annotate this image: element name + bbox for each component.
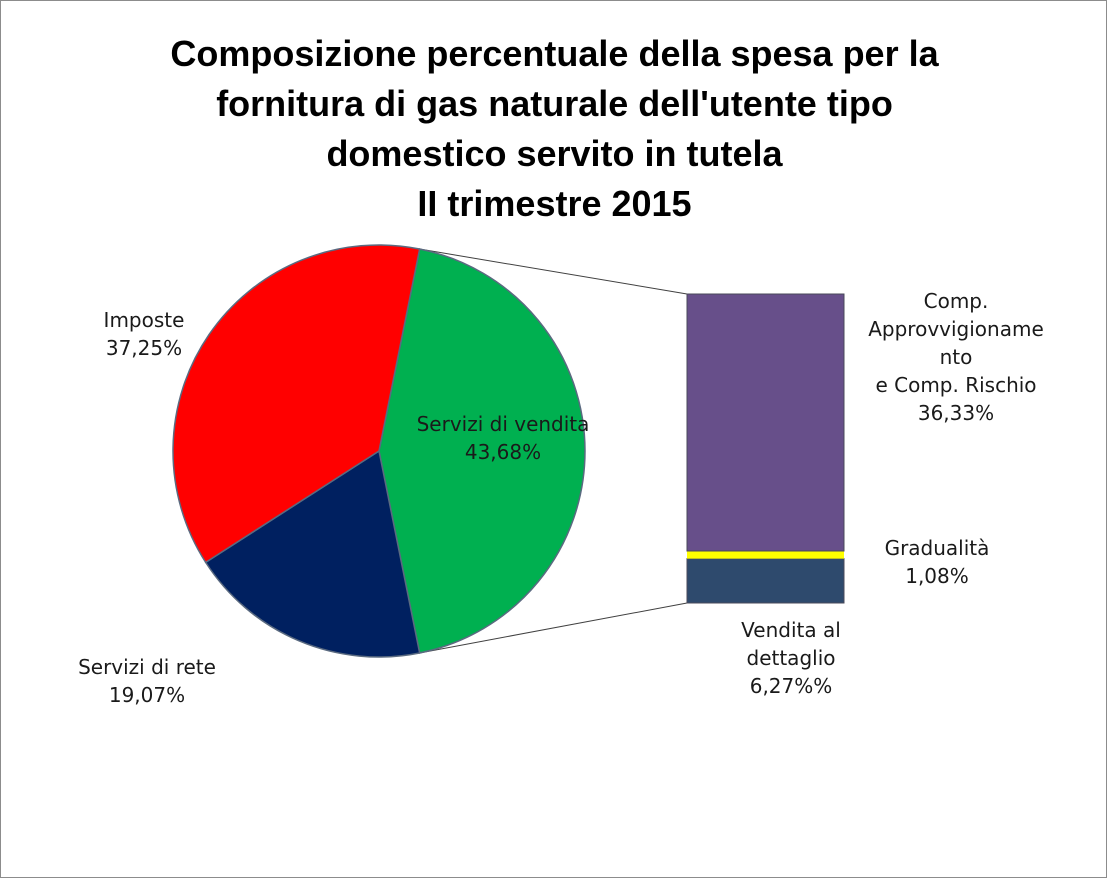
pie-label-imposte: Imposte <box>104 308 185 332</box>
pie-label-servizi-di-rete: Servizi di rete <box>78 655 216 679</box>
breakdown-label-comp-approvvigionamento-e-comp-rischio-line-1: Comp. <box>924 289 989 313</box>
breakdown-bar-comp-approvvigionamento-e-comp-rischio <box>686 293 845 552</box>
pie-slice-servizi-di-vendita <box>378 248 586 654</box>
breakdown-bar-vendita-al-dettaglio <box>686 558 845 604</box>
chart-title: Composizione percentuale della spesa per… <box>1 29 1107 229</box>
pie-slice-imposte <box>172 244 421 564</box>
pie-slice-servizi-di-rete <box>204 449 421 658</box>
breakdown-label-vendita-al-dettaglio-line-2: dettaglio <box>747 646 836 670</box>
pie-value-imposte: 37,25% <box>106 336 182 360</box>
title-line-1: Composizione percentuale della spesa per… <box>170 33 939 74</box>
pie-value-servizi-di-vendita: 43,68% <box>465 440 541 464</box>
breakdown-label-comp-approvvigionamento-e-comp-rischio-line-5: 36,33% <box>918 401 994 425</box>
connector-line-top <box>419 248 688 295</box>
breakdown-bar-gradualita <box>687 551 844 559</box>
breakdown-label-comp-approvvigionamento-e-comp-rischio-line-3: nto <box>940 345 973 369</box>
pie-value-servizi-di-rete: 19,07% <box>109 683 185 707</box>
title-line-3: domestico servito in tutela <box>326 133 783 174</box>
breakdown-label-comp-approvvigionamento-e-comp-rischio-line-4: e Comp. Rischio <box>875 373 1036 397</box>
connector-line-bottom <box>419 602 688 654</box>
breakdown-label-gradualita-line-2: 1,08% <box>905 564 969 588</box>
breakdown-label-vendita-al-dettaglio-line-1: Vendita al <box>741 618 841 642</box>
title-line-4: II trimestre 2015 <box>417 183 692 224</box>
breakdown-label-vendita-al-dettaglio-line-3: 6,27%% <box>750 674 833 698</box>
title-line-2: fornitura di gas naturale dell'utente ti… <box>216 83 893 124</box>
pie-label-servizi-di-vendita: Servizi di vendita <box>417 412 590 436</box>
breakdown-label-comp-approvvigionamento-e-comp-rischio-line-2: Approvvigioname <box>868 317 1044 341</box>
breakdown-label-gradualita-line-1: Gradualità <box>885 536 990 560</box>
